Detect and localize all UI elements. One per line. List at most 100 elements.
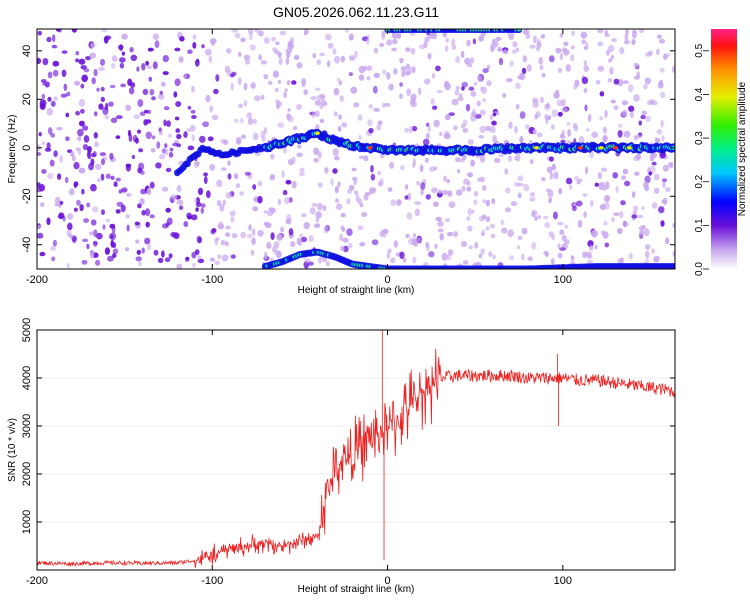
noise-blob — [557, 67, 563, 74]
noise-blob — [247, 117, 254, 126]
noise-blob — [210, 38, 216, 46]
noise-blob — [460, 50, 465, 59]
noise-blob — [191, 214, 198, 221]
noise-blob — [176, 143, 182, 148]
noise-blob — [461, 81, 468, 88]
noise-blob — [112, 248, 119, 254]
noise-blob — [441, 190, 449, 195]
noise-blob — [213, 88, 219, 95]
noise-blob — [285, 218, 292, 225]
noise-blob — [576, 200, 583, 207]
noise-blob — [139, 198, 145, 205]
noise-blob — [311, 112, 315, 119]
noise-blob — [162, 186, 169, 192]
noise-blob — [604, 110, 608, 118]
noise-blob — [134, 221, 140, 226]
noise-blob — [291, 180, 297, 189]
noise-blob — [662, 197, 668, 205]
noise-blob — [109, 84, 116, 89]
noise-blob — [216, 200, 222, 206]
noise-blob — [100, 86, 105, 92]
noise-blob — [585, 128, 590, 132]
spectrogram-y-tick-label: 20 — [21, 93, 33, 105]
noise-blob — [67, 213, 74, 220]
noise-blob — [257, 180, 263, 187]
noise-blob — [128, 87, 135, 95]
noise-blob — [563, 107, 568, 113]
noise-blob — [522, 29, 530, 35]
noise-blob — [534, 216, 538, 221]
noise-blob — [381, 32, 386, 40]
noise-blob — [621, 175, 626, 181]
noise-blob — [627, 84, 634, 93]
noise-blob — [59, 155, 64, 163]
noise-blob — [456, 168, 461, 174]
noise-blob — [672, 222, 675, 228]
noise-blob — [225, 232, 231, 237]
noise-blob — [470, 111, 477, 117]
noise-blob — [357, 198, 363, 205]
noise-blob — [552, 211, 558, 220]
noise-blob — [603, 201, 610, 210]
noise-blob — [446, 254, 451, 261]
noise-blob — [491, 120, 497, 126]
noise-blob — [257, 229, 264, 237]
noise-blob — [274, 49, 280, 55]
snr-y-tick-label: 2000 — [21, 462, 33, 486]
noise-blob — [264, 251, 268, 260]
noise-blob — [559, 52, 564, 61]
noise-blob — [490, 43, 496, 51]
snr-series-line — [37, 330, 675, 569]
noise-blob — [124, 247, 130, 252]
noise-blob — [115, 177, 121, 182]
noise-blob — [628, 105, 635, 112]
noise-blob — [342, 245, 349, 253]
noise-blob — [288, 228, 294, 236]
noise-blob — [662, 53, 668, 60]
noise-blob — [350, 86, 358, 94]
noise-blob — [95, 259, 101, 266]
noise-blob — [56, 126, 63, 131]
noise-blob — [429, 166, 435, 172]
noise-blob — [187, 49, 193, 54]
noise-blob — [115, 135, 121, 140]
noise-blob — [544, 251, 549, 257]
noise-blob — [597, 65, 605, 72]
noise-blob — [95, 163, 102, 170]
noise-blob — [82, 238, 89, 243]
noise-blob — [52, 60, 60, 67]
noise-blob — [278, 57, 283, 66]
noise-blob — [370, 165, 374, 173]
noise-blob — [517, 192, 522, 199]
ridge-peak-mark — [315, 131, 320, 135]
noise-blob — [192, 262, 196, 268]
noise-blob — [315, 217, 320, 223]
noise-blob — [348, 184, 355, 191]
noise-blob — [607, 45, 615, 53]
noise-blob — [604, 242, 610, 248]
noise-blob — [121, 187, 128, 193]
noise-blob — [427, 53, 432, 60]
noise-blob — [46, 217, 51, 226]
noise-blob — [657, 82, 664, 89]
noise-blob — [573, 85, 578, 90]
noise-blob — [610, 99, 616, 104]
noise-blob — [353, 102, 360, 108]
noise-blob — [455, 157, 461, 163]
noise-blob — [539, 64, 544, 71]
noise-blob — [109, 152, 114, 160]
noise-blob — [587, 114, 592, 122]
noise-blob — [412, 66, 416, 74]
noise-blob — [462, 260, 469, 265]
noise-blob — [617, 258, 624, 265]
noise-blob — [530, 192, 535, 197]
noise-blob — [624, 33, 629, 42]
noise-blob — [47, 71, 53, 79]
noise-blob — [209, 257, 215, 262]
noise-blob — [420, 182, 426, 190]
noise-blob — [120, 83, 126, 88]
noise-blob — [428, 251, 435, 258]
noise-blob — [65, 112, 70, 118]
noise-blob — [551, 109, 559, 117]
